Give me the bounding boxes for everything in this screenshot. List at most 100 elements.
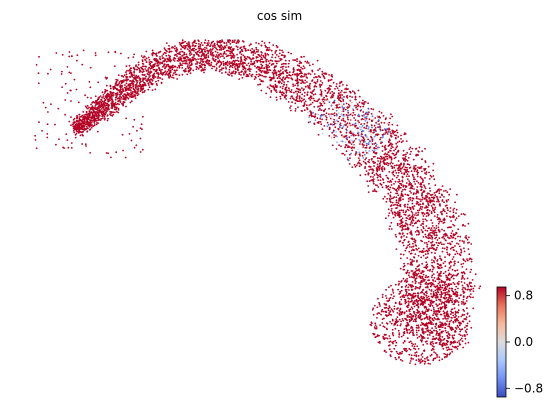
scatter-point: [124, 84, 126, 86]
scatter-point: [368, 180, 371, 183]
scatter-point: [410, 215, 413, 218]
scatter-point: [200, 58, 203, 60]
scatter-point: [75, 123, 78, 125]
scatter-point: [257, 59, 260, 62]
scatter-point: [449, 265, 452, 267]
scatter-point: [164, 59, 166, 62]
scatter-point: [395, 172, 398, 174]
scatter-point: [276, 85, 278, 87]
scatter-point: [330, 113, 333, 115]
scatter-point: [386, 197, 388, 200]
scatter-point: [406, 178, 409, 181]
scatter-point: [301, 72, 303, 75]
scatter-point: [297, 90, 299, 93]
scatter-point: [350, 147, 353, 150]
scatter-point: [415, 197, 418, 200]
scatter-point: [399, 163, 402, 166]
scatter-point: [398, 140, 401, 143]
scatter-point: [135, 74, 138, 77]
scatter-point: [320, 102, 323, 105]
scatter-point: [414, 231, 417, 233]
scatter-point: [459, 239, 461, 242]
scatter-point: [403, 328, 406, 330]
scatter-point: [466, 295, 469, 298]
scatter-point: [413, 165, 415, 168]
scatter-point: [196, 63, 198, 65]
scatter-point: [333, 118, 335, 121]
scatter-point: [430, 205, 433, 207]
scatter-point: [420, 239, 422, 242]
scatter-point: [463, 282, 466, 284]
scatter-point: [197, 67, 200, 70]
scatter-point: [292, 59, 294, 61]
scatter-point: [444, 205, 447, 207]
scatter-point: [361, 114, 364, 117]
scatter-point: [435, 299, 438, 302]
scatter-point: [110, 107, 113, 109]
scatter-point: [436, 271, 439, 274]
scatter-point: [337, 128, 340, 131]
scatter-point: [417, 166, 419, 169]
scatter-point: [440, 270, 442, 273]
scatter-point: [450, 310, 452, 313]
scatter-point: [212, 65, 214, 68]
scatter-point: [255, 67, 258, 69]
scatter-point: [275, 54, 278, 56]
scatter-point: [268, 41, 271, 44]
scatter-point: [136, 76, 138, 79]
scatter-point: [188, 42, 190, 45]
scatter-point: [150, 65, 153, 67]
scatter-point: [320, 95, 323, 97]
scatter-point: [397, 136, 400, 138]
scatter-point: [263, 71, 265, 73]
scatter-point: [371, 149, 374, 152]
scatter-point: [151, 53, 154, 55]
scatter-point: [415, 192, 417, 195]
scatter-point: [350, 134, 353, 137]
scatter-point: [437, 286, 439, 289]
scatter-point: [444, 256, 446, 258]
scatter-point: [367, 141, 370, 144]
scatter-point: [372, 179, 375, 182]
scatter-point: [432, 162, 435, 165]
scatter-point: [409, 283, 412, 286]
scatter-point: [381, 170, 384, 173]
scatter-point: [366, 121, 369, 124]
scatter-point: [367, 185, 370, 187]
scatter-point: [104, 104, 106, 107]
scatter-point: [340, 90, 343, 92]
scatter-point: [344, 108, 347, 111]
scatter-point: [151, 49, 154, 52]
scatter-point: [365, 146, 368, 149]
scatter-point: [362, 157, 365, 159]
scatter-point: [76, 117, 78, 120]
scatter-point: [236, 48, 239, 51]
scatter-point: [412, 328, 414, 331]
scatter-point: [80, 119, 83, 122]
scatter-point: [432, 283, 435, 286]
scatter-point: [397, 202, 400, 205]
scatter-point: [428, 198, 431, 200]
scatter-point: [410, 306, 413, 308]
scatter-point: [453, 283, 456, 286]
scatter-point: [369, 146, 372, 148]
scatter-point: [380, 136, 382, 139]
scatter-point: [135, 91, 137, 93]
scatter-point: [457, 215, 460, 218]
scatter-point: [241, 50, 244, 53]
scatter-point: [382, 136, 384, 139]
scatter-point: [219, 69, 222, 71]
scatter-point: [411, 187, 414, 190]
scatter-point: [368, 165, 371, 168]
scatter-point: [243, 72, 245, 75]
scatter-point: [431, 270, 434, 273]
scatter-point: [399, 324, 402, 327]
scatter-point: [386, 133, 389, 135]
scatter-point: [412, 334, 414, 336]
scatter-point: [361, 154, 364, 157]
scatter-point: [415, 324, 418, 327]
scatter-point: [364, 173, 367, 176]
scatter-point: [135, 144, 138, 147]
scatter-point: [301, 87, 303, 89]
scatter-point: [392, 187, 394, 190]
